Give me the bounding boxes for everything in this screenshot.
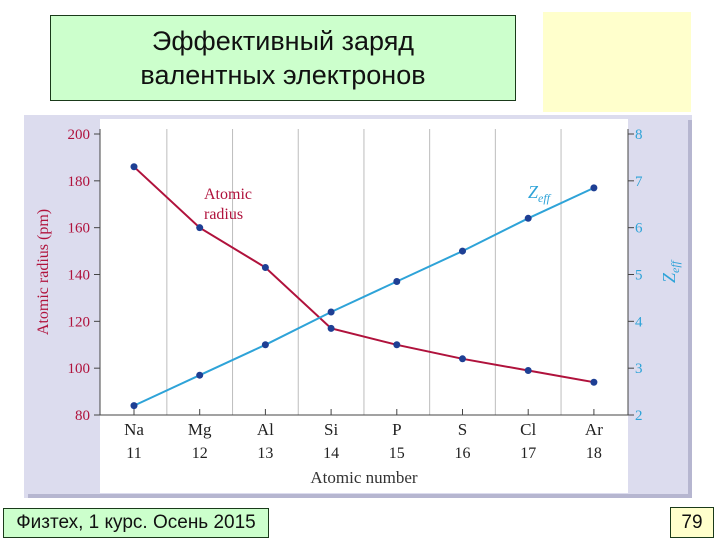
- x-tick-number-label: 11: [126, 445, 141, 462]
- x-tick-element-label: Mg: [188, 420, 212, 439]
- series-layer: [130, 163, 598, 410]
- left-axis-ticks: 80 100 120 140 160 180 200: [68, 127, 100, 424]
- figure-right-shadow: [688, 120, 692, 498]
- x-tick-number-label: 13: [257, 445, 273, 462]
- zeff-data-point: [327, 308, 335, 316]
- zeff-data-point: [130, 402, 138, 410]
- x-tick-element-label: S: [458, 420, 467, 439]
- right-tick-label: 4: [635, 314, 643, 330]
- y-axis-right-label-main: Z: [659, 272, 679, 283]
- left-tick-label: 140: [68, 268, 91, 284]
- right-tick-label: 8: [635, 127, 643, 143]
- zeff-data-point: [393, 278, 401, 286]
- x-tick-element-label: Si: [324, 420, 338, 439]
- left-tick-label: 80: [75, 408, 90, 424]
- x-axis-label: Atomic number: [310, 468, 418, 487]
- right-tick-label: 2: [635, 408, 643, 424]
- radius-data-point: [196, 224, 204, 232]
- x-tick-element-label: Ar: [585, 420, 603, 439]
- x-tick-element-label: Na: [124, 420, 144, 439]
- zeff-series-line: [133, 186, 595, 407]
- chart-figure: 80 100 120 140 160 180 200 2 3 4 5 6 7 8 Na 11 Mg 12 Al 1…: [24, 115, 692, 498]
- right-axis-ticks: 2 3 4 5 6 7 8: [628, 127, 643, 424]
- x-tick-number-label: 17: [520, 445, 536, 462]
- x-tick-element-label: P: [392, 420, 401, 439]
- y-axis-right-label: Zeff: [659, 259, 682, 283]
- left-tick-label: 120: [68, 314, 91, 330]
- x-tick-element-label: Al: [257, 420, 274, 439]
- x-tick-number-label: 12: [192, 445, 208, 462]
- radius-series-label-line-1: Atomic: [204, 186, 252, 203]
- vertical-grid: [166, 129, 562, 415]
- radius-data-point: [459, 355, 466, 363]
- decorative-yellow-box: [543, 12, 691, 112]
- right-tick-label: 6: [635, 221, 643, 237]
- slide-title-box: Эффективный заряд валентных электронов: [50, 15, 516, 101]
- zeff-data-point: [590, 184, 598, 192]
- radius-data-point: [524, 367, 532, 375]
- left-tick-label: 180: [68, 174, 91, 190]
- radius-data-point: [130, 163, 138, 171]
- x-tick-number-label: 14: [323, 445, 339, 462]
- zeff-series-label: Zeff: [528, 182, 552, 205]
- zeff-series-label-main: Z: [528, 182, 539, 202]
- zeff-data-point: [261, 341, 269, 349]
- radius-data-point: [327, 324, 335, 332]
- right-tick-label: 7: [635, 174, 643, 190]
- footer-course-label: Физтех, 1 курс. Осень 2015: [3, 508, 269, 538]
- radius-series-label-line-2: radius: [204, 206, 243, 223]
- x-axis-ticks: Na 11 Mg 12 Al 13 Si 14 P 15 S 16 Cl 17 Ar 18: [124, 409, 603, 462]
- x-tick-number-label: 18: [586, 445, 602, 462]
- left-tick-label: 160: [68, 221, 91, 237]
- zeff-series-label-sub: eff: [538, 191, 552, 205]
- x-tick-number-label: 16: [455, 445, 471, 462]
- zeff-data-point: [459, 247, 466, 255]
- figure-bottom-shadow: [28, 494, 692, 498]
- radius-data-point: [261, 263, 269, 271]
- page-number: 79: [670, 507, 714, 538]
- slide-title-line-2: валентных электронов: [140, 60, 426, 90]
- right-tick-label: 5: [635, 268, 643, 284]
- left-tick-label: 200: [68, 127, 91, 143]
- right-tick-label: 3: [635, 361, 643, 377]
- zeff-data-point: [196, 371, 204, 379]
- y-axis-right-label-sub: eff: [668, 259, 682, 273]
- zeff-data-point: [524, 214, 532, 222]
- radius-data-point: [590, 378, 598, 386]
- x-tick-element-label: Cl: [520, 420, 536, 439]
- left-tick-label: 100: [68, 361, 91, 377]
- radius-series-line: [133, 166, 595, 384]
- slide-title-line-1: Эффективный заряд: [151, 26, 415, 56]
- y-axis-left-label: Atomic radius (pm): [35, 209, 52, 335]
- radius-data-point: [393, 341, 401, 349]
- x-tick-number-label: 15: [389, 445, 405, 462]
